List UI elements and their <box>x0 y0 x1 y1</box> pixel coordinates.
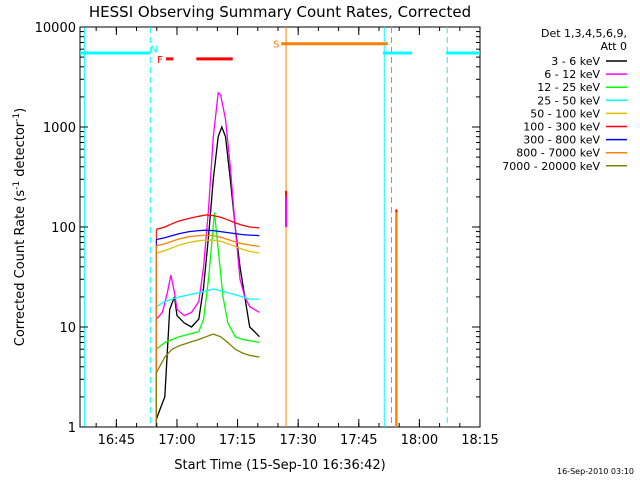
x-axis-label: Start Time (15-Sep-10 16:36:42) <box>174 458 385 473</box>
series-line <box>155 212 260 350</box>
series-lines <box>155 91 260 427</box>
series-line <box>155 333 260 373</box>
legend-label: 6 - 12 keV <box>544 68 600 81</box>
status-label: F <box>157 55 163 66</box>
y-label-main: Corrected Count Rate (s <box>13 190 28 347</box>
x-tick-label: 18:00 <box>401 433 438 448</box>
series-line <box>156 288 260 308</box>
y-label-sup2: -1 <box>12 113 22 122</box>
legend-label: 7000 - 20000 keV <box>502 160 600 173</box>
x-tick-label: 18:15 <box>461 433 498 448</box>
y-axis: 1 10 100 1000 10000 <box>35 21 480 436</box>
series-line <box>155 91 260 320</box>
y-tick-label: 1000 <box>43 121 76 136</box>
y-tick-label: 1 <box>68 421 76 436</box>
spike-lines <box>285 190 398 427</box>
x-axis: 16:45 17:00 17:15 17:30 17:45 18:00 18:15 <box>95 27 499 448</box>
legend-header-2: Att 0 <box>601 40 627 53</box>
y-label-end: ) <box>13 108 28 113</box>
y-axis-label: Corrected Count Rate (s-1 detector-1) <box>12 108 28 346</box>
x-tick-label: 16:45 <box>98 433 135 448</box>
series-line <box>155 125 260 420</box>
status-label: S <box>273 40 279 51</box>
chart-title: HESSI Observing Summary Count Rates, Cor… <box>89 3 471 21</box>
series-line <box>156 234 260 248</box>
legend-label: 800 - 7000 keV <box>516 147 600 160</box>
legend-label: 25 - 50 keV <box>537 94 600 107</box>
x-tick-label: 17:45 <box>340 433 377 448</box>
vertical-markers <box>83 27 448 427</box>
status-bars: NF S <box>80 40 480 66</box>
series-line <box>156 239 260 254</box>
series-line <box>156 229 260 241</box>
y-label-sup1: -1 <box>12 181 22 190</box>
y-tick-label: 10 <box>59 321 76 336</box>
status-label: N <box>150 44 157 55</box>
legend-label: 12 - 25 keV <box>537 81 600 94</box>
legend-label: 300 - 800 keV <box>523 134 600 147</box>
series-line <box>156 214 260 230</box>
plot-frame <box>79 26 481 428</box>
x-tick-label: 17:30 <box>279 433 316 448</box>
x-tick-label: 17:00 <box>158 433 195 448</box>
legend-header-1: Det 1,3,4,5,6,9, <box>541 27 627 40</box>
legend-label: 50 - 100 keV <box>530 107 600 120</box>
y-tick-label: 100 <box>51 221 76 236</box>
x-tick-label: 17:15 <box>219 433 256 448</box>
footer-date: 16-Sep-2010 03:10 <box>557 467 634 476</box>
legend-label: 3 - 6 keV <box>551 55 600 68</box>
y-tick-label: 10000 <box>35 21 76 36</box>
legend-label: 100 - 300 keV <box>523 121 600 134</box>
y-label-mid: detector <box>13 121 28 181</box>
